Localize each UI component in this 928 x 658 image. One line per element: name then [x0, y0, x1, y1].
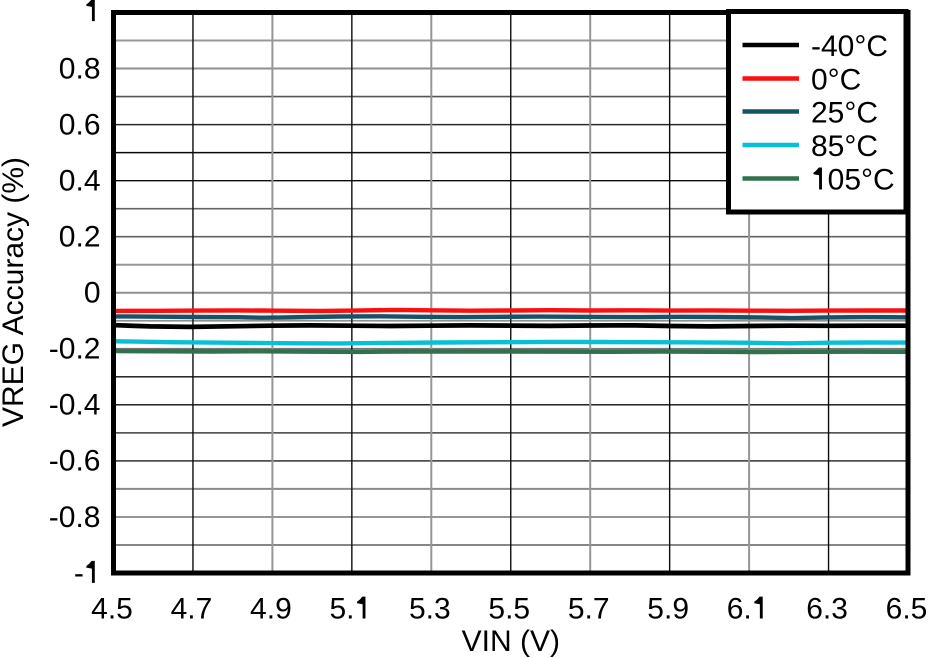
svg-text:VREG Accuracy (%): VREG Accuracy (%) [0, 157, 30, 427]
svg-text:VIN (V): VIN (V) [462, 625, 560, 658]
svg-text:4.7: 4.7 [171, 593, 213, 626]
svg-text:5.9: 5.9 [647, 593, 689, 626]
svg-text:5.3: 5.3 [409, 593, 451, 626]
svg-text:-0.8: -0.8 [49, 501, 101, 534]
svg-text:-0.4: -0.4 [49, 389, 101, 422]
svg-text:-: - [74, 557, 84, 590]
svg-text:4.9: 4.9 [250, 593, 292, 626]
svg-text:0: 0 [84, 277, 101, 310]
svg-text:5.5: 5.5 [488, 593, 530, 626]
svg-text:6.: 6. [727, 593, 752, 626]
svg-text:-0.6: -0.6 [49, 445, 101, 478]
svg-text:0.2: 0.2 [59, 221, 101, 254]
svg-text:25°C: 25°C [811, 96, 878, 129]
svg-text:6.3: 6.3 [806, 593, 848, 626]
svg-text:05°C: 05°C [828, 163, 895, 196]
svg-text:-40°C: -40°C [811, 30, 888, 63]
svg-text:6.5: 6.5 [886, 593, 928, 626]
svg-text:0.8: 0.8 [59, 52, 101, 85]
svg-text:0.4: 0.4 [59, 164, 101, 197]
svg-text:5.: 5. [330, 593, 355, 626]
svg-text:-0.2: -0.2 [49, 333, 101, 366]
svg-text:4.5: 4.5 [91, 593, 133, 626]
svg-text:0°C: 0°C [811, 63, 861, 96]
svg-text:85°C: 85°C [811, 130, 878, 163]
svg-text:5.7: 5.7 [568, 593, 610, 626]
svg-text:0.6: 0.6 [59, 108, 101, 141]
